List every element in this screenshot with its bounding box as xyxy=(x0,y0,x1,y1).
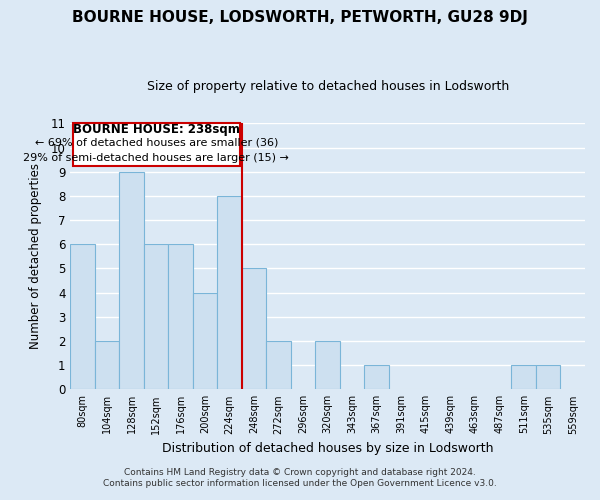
Text: BOURNE HOUSE, LODSWORTH, PETWORTH, GU28 9DJ: BOURNE HOUSE, LODSWORTH, PETWORTH, GU28 … xyxy=(72,10,528,25)
Bar xyxy=(536,365,560,390)
Bar xyxy=(266,341,291,390)
Bar xyxy=(169,244,193,390)
X-axis label: Distribution of detached houses by size in Lodsworth: Distribution of detached houses by size … xyxy=(162,442,493,455)
Bar xyxy=(119,172,144,390)
Bar xyxy=(242,268,266,390)
Bar xyxy=(511,365,536,390)
Text: 29% of semi-detached houses are larger (15) →: 29% of semi-detached houses are larger (… xyxy=(23,154,289,164)
Text: ← 69% of detached houses are smaller (36): ← 69% of detached houses are smaller (36… xyxy=(35,138,278,147)
Title: Size of property relative to detached houses in Lodsworth: Size of property relative to detached ho… xyxy=(146,80,509,93)
Bar xyxy=(73,124,239,166)
Text: BOURNE HOUSE: 238sqm: BOURNE HOUSE: 238sqm xyxy=(73,123,239,136)
Bar xyxy=(316,341,340,390)
Bar xyxy=(70,244,95,390)
Bar xyxy=(364,365,389,390)
Bar xyxy=(193,292,217,390)
Bar xyxy=(144,244,169,390)
Bar xyxy=(217,196,242,390)
Bar xyxy=(95,341,119,390)
Text: Contains HM Land Registry data © Crown copyright and database right 2024.
Contai: Contains HM Land Registry data © Crown c… xyxy=(103,468,497,487)
Y-axis label: Number of detached properties: Number of detached properties xyxy=(29,164,42,350)
